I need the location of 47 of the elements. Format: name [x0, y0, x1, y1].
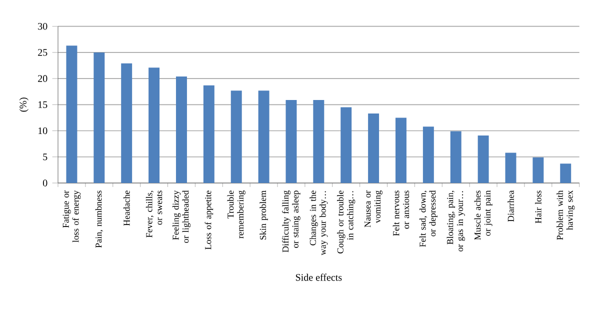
x-tick-label: Cough or trouble in catching…: [337, 190, 356, 254]
bar: [203, 85, 214, 183]
y-tick-label: 25: [38, 49, 48, 56]
bar: [560, 164, 572, 183]
bar: [258, 90, 270, 183]
x-tick-label: Muscle aches or joint pain: [474, 190, 492, 240]
bar: [94, 52, 105, 183]
y-tick-label: 0: [42, 180, 48, 186]
x-tick-label: Problem with having sex: [556, 190, 575, 240]
bar: [532, 157, 544, 183]
bar: [148, 68, 160, 183]
bar: [286, 100, 297, 183]
bar: [478, 135, 489, 183]
y-tick-label: 10: [38, 127, 48, 134]
x-tick-label: Diarrhea: [508, 190, 514, 222]
bar: [395, 118, 406, 183]
y-tick-label: 15: [38, 101, 48, 108]
bar: [176, 76, 187, 183]
x-tick-label: Felt sad, down, or depressed: [419, 190, 438, 247]
x-tick-label: Fatigue or loss of energy: [62, 190, 81, 242]
x-tick-label: Bloating, pain, or gas in your…: [446, 190, 465, 252]
bar: [230, 90, 242, 183]
x-tick-label: Felt nervous or anxious: [392, 190, 410, 236]
x-tick-label: Loss of appetite: [204, 190, 214, 250]
x-tick-label: Hair loss: [534, 190, 542, 224]
x-tick-label: Difficulty falling or staing asleep: [282, 190, 300, 252]
x-tick-label: Fever, chills, or sweats: [146, 190, 162, 238]
y-tick-label: 5: [43, 154, 48, 160]
x-tick-label: Trouble remembering: [227, 190, 246, 238]
y-tick-label: 20: [38, 75, 48, 82]
x-tick-label: Pain, numbness: [95, 190, 104, 248]
x-tick-label: Feeling dizzy or lightheaded: [172, 190, 191, 243]
x-tick-label: Changes in the way your body…: [310, 190, 328, 256]
bar: [450, 131, 462, 183]
x-axis-title: Side effects: [296, 274, 342, 281]
x-tick-label: Nausea or vomiting: [364, 190, 382, 228]
bar: [66, 46, 78, 183]
x-tick-label: Skin problem: [260, 190, 268, 240]
bar: [505, 152, 516, 183]
y-axis-title: (%): [19, 98, 28, 112]
bar: [340, 107, 352, 183]
y-tick-label: 30: [38, 22, 48, 30]
bar: [422, 126, 434, 183]
bar: [313, 100, 324, 183]
x-tick-label: Headache: [123, 190, 130, 226]
bar: [368, 114, 380, 183]
bar: [121, 63, 132, 183]
